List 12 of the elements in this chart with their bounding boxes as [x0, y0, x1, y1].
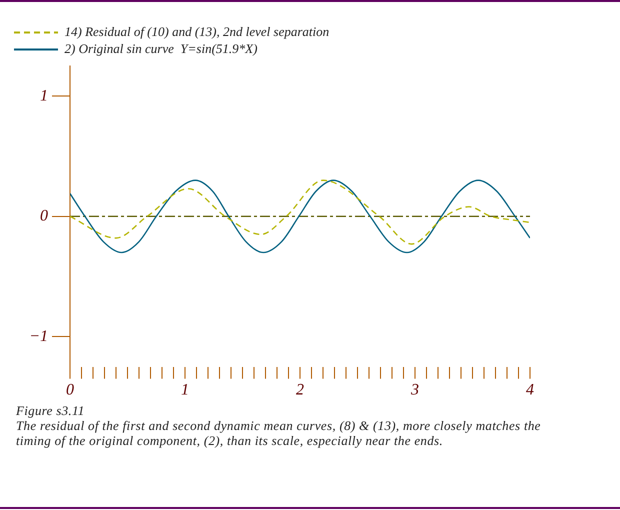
x-tick-label: 1	[181, 382, 189, 399]
x-tick-label: 3	[410, 382, 419, 399]
x-tick-label: 0	[66, 382, 74, 399]
legend-label: 2) Original sin curve Y=sin(51.9*X)	[64, 40, 258, 56]
x-tick-label: 4	[526, 382, 534, 399]
y-tick-label: 1	[40, 87, 48, 104]
y-tick-label: −1	[29, 328, 48, 345]
caption: Figure s3.11	[16, 403, 86, 418]
legend-label: 14) Residual of (10) and (13), 2nd level separation	[64, 24, 330, 39]
x-tick-label: 2	[296, 382, 304, 399]
text: The residual of the first and second dynamic mean curves, (8) & (13), more closely matches the timing of the original component, (2), than its scale, especially near the ends.	[16, 418, 542, 448]
y-tick-label: 0	[40, 208, 48, 225]
